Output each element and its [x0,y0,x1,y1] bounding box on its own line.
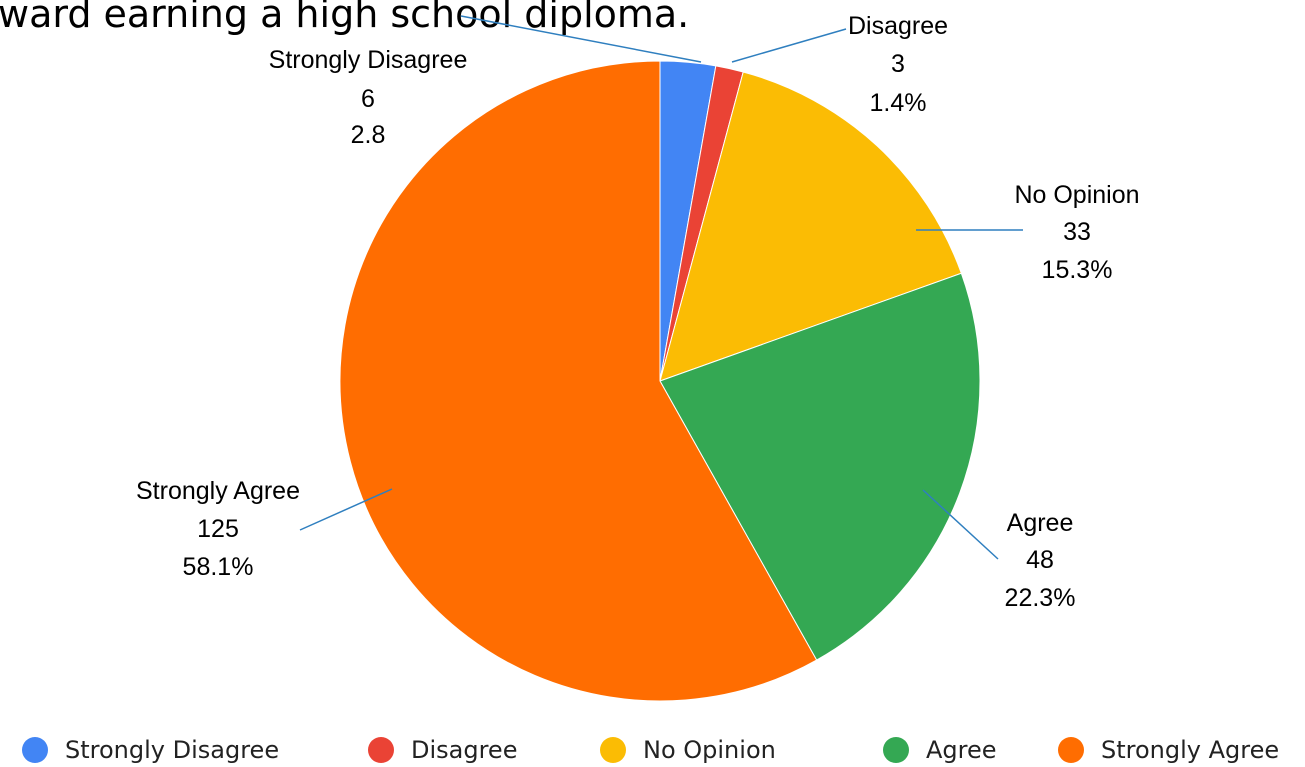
callout-value-agree: 48 [1026,546,1054,574]
legend-item-strongly-disagree: Strongly Disagree [22,736,279,764]
callout-value-disagree: 3 [891,50,905,78]
callout-value-strongly-disagree: 6 [361,85,375,113]
pie-slice-strongly-agree [339,60,818,702]
pie-slice-agree [659,272,981,661]
legend-swatch-strongly-agree [1058,737,1084,763]
callout-percent-strongly-agree: 58.1% [183,553,254,581]
legend-item-no-opinion: No Opinion [600,736,776,764]
legend-label-no-opinion: No Opinion [643,736,776,764]
callout-category-agree: Agree [1007,509,1074,537]
legend: Strongly Disagree Disagree No Opinion Agree… [22,736,1279,764]
pie-slice-no-opinion [659,71,962,382]
legend-swatch-no-opinion [600,737,626,763]
callout-percent-disagree: 1.4% [870,89,927,117]
callout-category-strongly-disagree: Strongly Disagree [269,46,468,74]
callout-category-no-opinion: No Opinion [1014,181,1139,209]
legend-label-agree: Agree [926,736,997,764]
leader-lines [299,15,1023,560]
leader-line-agree [922,489,999,560]
slice-callouts: Strongly Disagree 6 2.8 Disagree 3 1.4% No Opi… [136,12,1140,612]
legend-label-disagree: Disagree [411,736,517,764]
callout-percent-agree: 22.3% [1005,584,1076,612]
legend-label-strongly-agree: Strongly Agree [1101,736,1279,764]
callout-percent-strongly-disagree: 2.8 [351,121,386,149]
legend-swatch-strongly-disagree [22,737,48,763]
pie-slices [339,60,981,702]
legend-item-agree: Agree [883,736,997,764]
callout-category-disagree: Disagree [848,12,948,40]
legend-swatch-agree [883,737,909,763]
leader-line-disagree [731,28,847,63]
legend-label-strongly-disagree: Strongly Disagree [65,736,279,764]
callout-percent-no-opinion: 15.3% [1042,256,1113,284]
callout-category-strongly-agree: Strongly Agree [136,477,300,505]
legend-swatch-disagree [368,737,394,763]
callout-value-strongly-agree: 125 [197,515,239,543]
legend-item-strongly-agree: Strongly Agree [1058,736,1279,764]
legend-item-disagree: Disagree [368,736,517,764]
callout-value-no-opinion: 33 [1063,218,1091,246]
leader-line-strongly-agree [299,488,393,531]
chart-title: ward earning a high school diploma. [0,0,689,36]
leader-line-strongly-disagree [460,15,702,63]
